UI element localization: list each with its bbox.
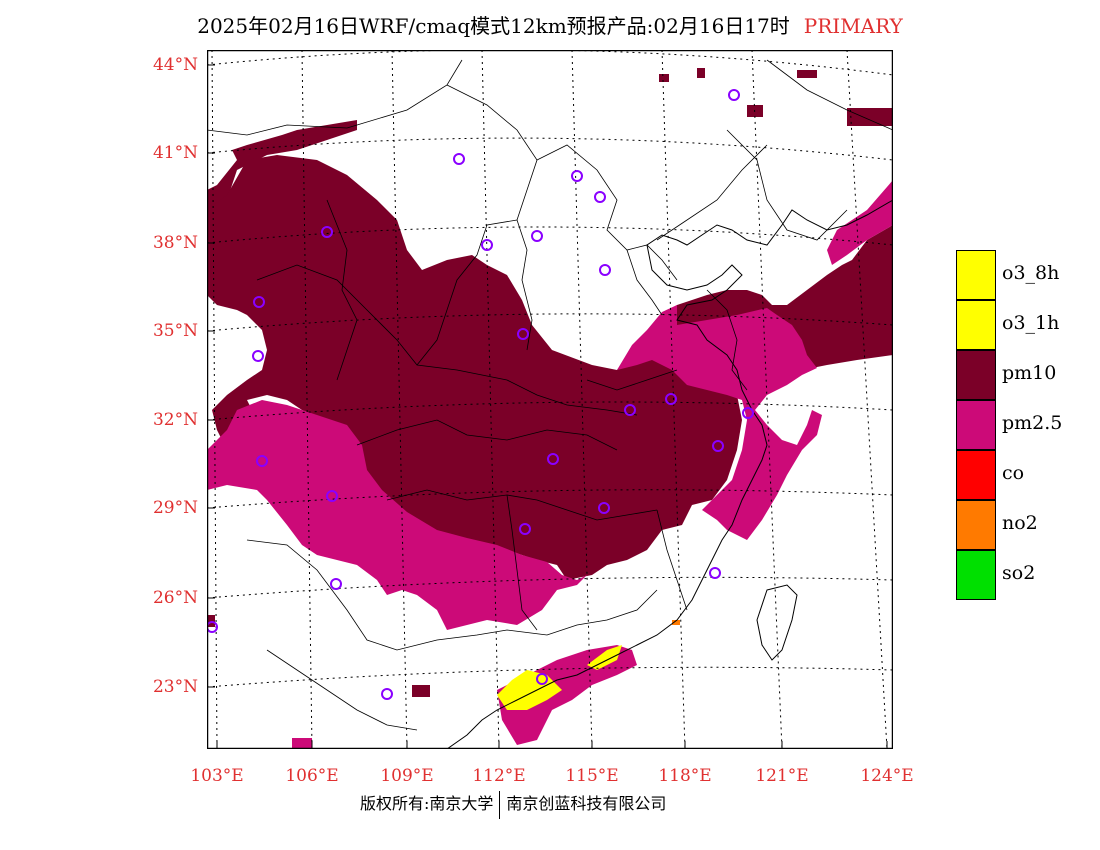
legend-label: pm10 (1002, 362, 1057, 384)
pm10-patch (292, 738, 312, 749)
lat-label-23: 23°N (152, 677, 198, 697)
pm10-patch (797, 70, 817, 78)
station-marker (742, 407, 754, 419)
pm25-region-gd (497, 645, 637, 745)
o3-region (497, 645, 622, 710)
lon-label-124: 124°E (860, 766, 914, 786)
legend-item-co: co (956, 450, 1096, 500)
legend-item-pm10: pm10 (956, 350, 1096, 400)
province-boundaries (207, 59, 893, 731)
station-marker (624, 404, 636, 416)
lon-label-118: 118°E (658, 766, 712, 786)
legend-item-o3-1h: o3_1h (956, 300, 1096, 350)
station-markers (207, 89, 754, 700)
lat-label-41: 41°N (152, 143, 198, 163)
map-border (207, 50, 893, 749)
pm10-patch (207, 615, 215, 627)
no2-spot (672, 620, 680, 625)
pm10-patch (847, 108, 893, 126)
map-title: 2025年02月16日WRF/cmaq模式12km预报产品:02月16日17时 P… (0, 10, 1100, 39)
title-primary-tag: PRIMARY (803, 14, 903, 38)
legend-label: no2 (1002, 512, 1038, 534)
legend-swatch (956, 550, 996, 600)
legend-label: so2 (1002, 562, 1036, 584)
lat-label-26: 26°N (152, 588, 198, 608)
station-marker (321, 226, 333, 238)
lon-label-109: 109°E (380, 766, 434, 786)
legend-item-so2: so2 (956, 550, 1096, 600)
graticule (207, 50, 893, 749)
lat-label-29: 29°N (152, 498, 198, 518)
station-marker (252, 350, 264, 362)
copyright-right: 南京创蓝科技有限公司 (506, 794, 667, 813)
station-marker (594, 191, 606, 203)
legend-label: o3_8h (1002, 262, 1060, 284)
station-marker (481, 239, 493, 251)
pm25-region-east (617, 305, 822, 540)
station-marker (709, 567, 721, 579)
lon-label-112: 112°E (472, 766, 526, 786)
station-marker (519, 523, 531, 535)
legend-item-o3-8h: o3_8h (956, 250, 1096, 300)
station-marker (381, 688, 393, 700)
station-marker (256, 455, 268, 467)
pm10-patch (659, 74, 669, 82)
pm10-region (207, 120, 357, 225)
lat-label-35: 35°N (152, 321, 198, 341)
station-marker (453, 153, 465, 165)
legend-item-no2: no2 (956, 500, 1096, 550)
lon-label-115: 115°E (565, 766, 619, 786)
station-marker (207, 621, 218, 633)
legend-swatch (956, 400, 996, 450)
station-marker (728, 89, 740, 101)
footer-divider (499, 790, 501, 819)
station-marker (599, 264, 611, 276)
station-marker (330, 578, 342, 590)
copyright-footer: 版权所有:南京大学 南京创蓝科技有限公司 (360, 790, 666, 819)
legend-label: pm2.5 (1002, 412, 1063, 434)
legend-swatch (956, 450, 996, 500)
legend-swatch (956, 250, 996, 300)
lon-label-121: 121°E (755, 766, 809, 786)
lon-label-106: 106°E (285, 766, 339, 786)
pm25-region-northeast (827, 180, 893, 265)
lat-label-32: 32°N (152, 410, 198, 430)
station-marker (665, 393, 677, 405)
station-marker (536, 673, 548, 685)
pm10-patch (412, 685, 430, 697)
station-marker (547, 453, 559, 465)
pm10-patch (697, 68, 705, 78)
copyright-left: 版权所有:南京大学 (360, 794, 494, 813)
legend-swatch (956, 300, 996, 350)
pm25-region-south (207, 400, 587, 630)
lat-label-38: 38°N (152, 233, 198, 253)
station-marker (571, 170, 583, 182)
pm10-region-main (207, 155, 893, 580)
lat-label-44: 44°N (152, 55, 198, 75)
pollution-map (207, 50, 893, 749)
station-marker (517, 328, 529, 340)
station-marker (326, 490, 338, 502)
station-marker (253, 296, 265, 308)
station-marker (712, 440, 724, 452)
axis-ticks (207, 64, 888, 749)
station-marker (531, 230, 543, 242)
legend-swatch (956, 500, 996, 550)
legend-label: o3_1h (1002, 312, 1060, 334)
legend-item-pm25: pm2.5 (956, 400, 1096, 450)
legend-label: co (1002, 462, 1025, 484)
coastline (446, 199, 893, 749)
lon-label-103: 103°E (190, 766, 244, 786)
station-marker (598, 502, 610, 514)
legend-swatch (956, 350, 996, 400)
title-text: 2025年02月16日WRF/cmaq模式12km预报产品:02月16日17时 (197, 14, 790, 38)
